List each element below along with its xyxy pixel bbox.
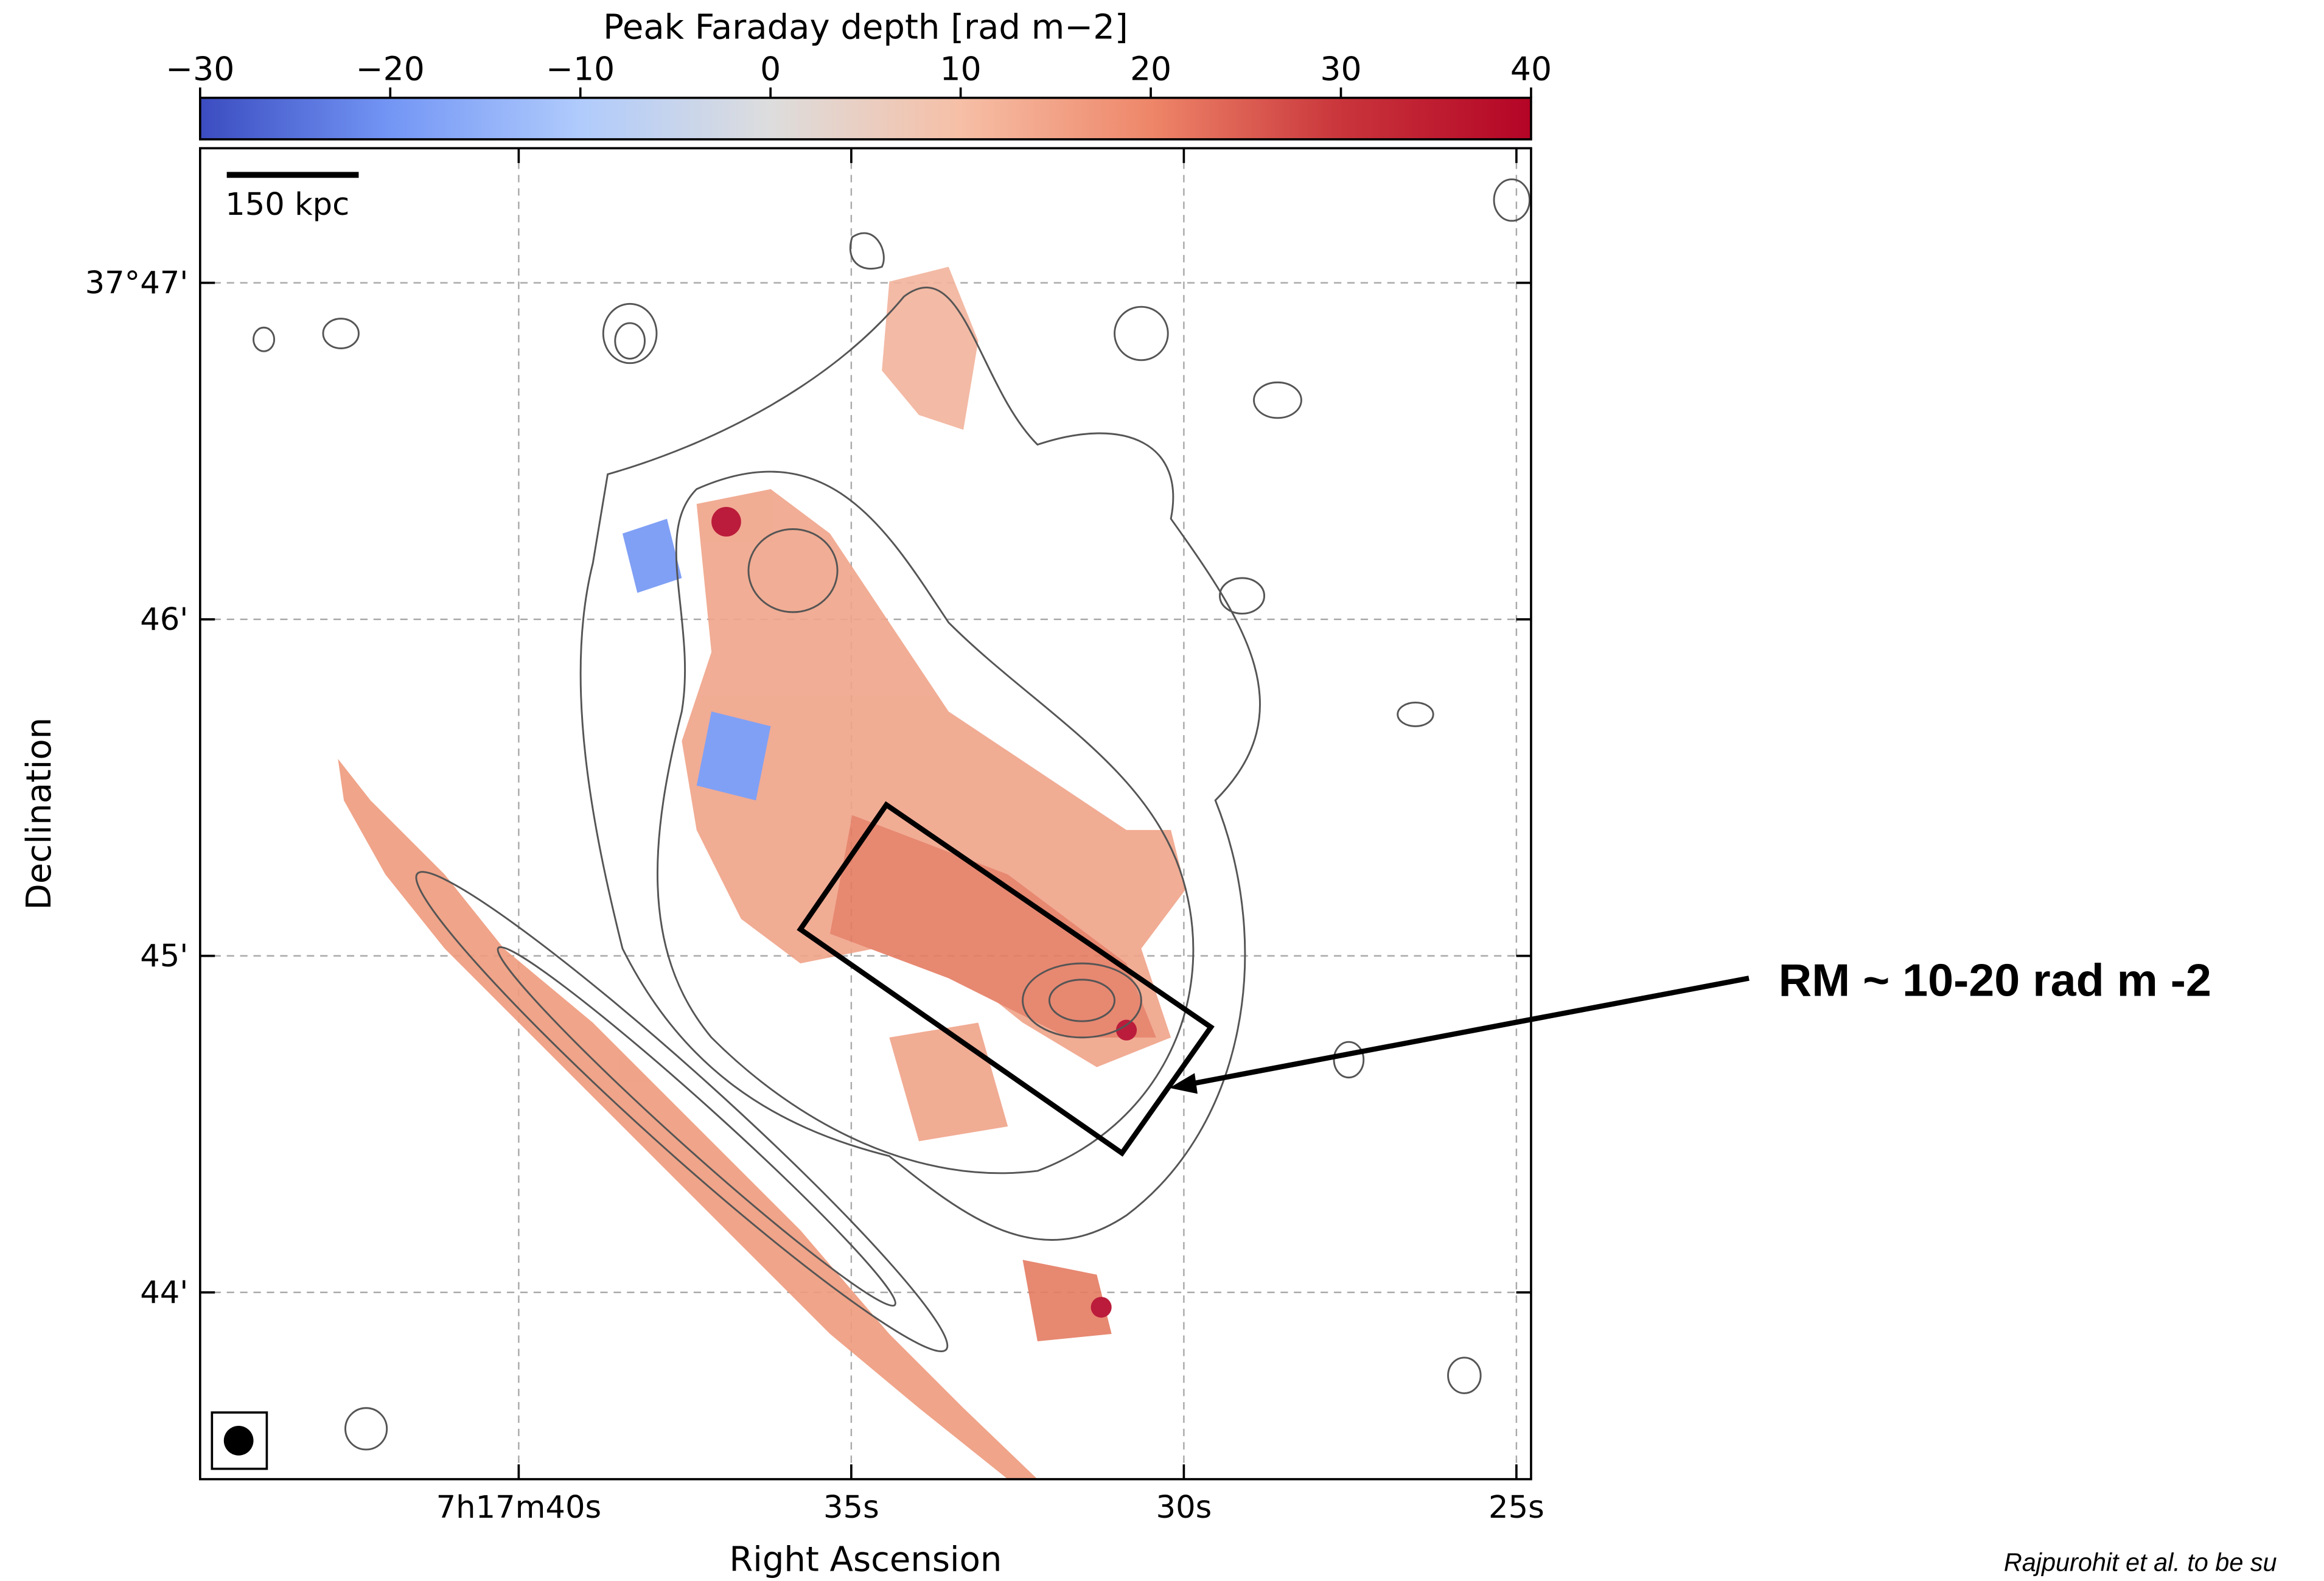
colorbar-tick-label: −30: [166, 50, 234, 88]
x-tick-label: 30s: [1156, 1490, 1212, 1526]
colorbar-label: Peak Faraday depth [rad m−2]: [603, 7, 1128, 47]
y-tick-label: 37°47': [85, 265, 189, 301]
y-tick-label: 46': [140, 602, 188, 638]
colorbar-tick-label: 40: [1510, 50, 1552, 88]
colorbar-tick-label: 0: [760, 50, 781, 88]
map-image: 150 kpc: [200, 148, 1531, 1479]
y-tick-label: 45': [140, 938, 188, 974]
highlight-box: [797, 801, 1215, 1157]
colorbar-tick-label: 10: [940, 50, 982, 88]
colorbar-tick-label: −20: [356, 50, 425, 88]
arrow: [1192, 975, 1750, 1086]
colorbar-tick-label: −10: [546, 50, 615, 88]
x-tick-label: 25s: [1488, 1490, 1544, 1526]
annotation: RM ~ 10-20 rad m -2: [1779, 955, 2211, 1006]
colorbar: Peak Faraday depth [rad m−2] −30 −20 −10 0 1…: [166, 7, 1552, 141]
x-axis-label: Right Ascension: [729, 1540, 1002, 1580]
credit: Rajpurohit et al. to be su: [2004, 1549, 2277, 1577]
scalebar-label: 150 kpc: [225, 187, 349, 223]
colorbar-tick-label: 20: [1130, 50, 1171, 88]
plot-frame: [199, 147, 1532, 1481]
x-tick-label: 35s: [823, 1490, 879, 1526]
colorbar-tick-label: 30: [1320, 50, 1361, 88]
x-tick-label: 7h17m40s: [436, 1490, 601, 1526]
arrow-head: [1169, 1073, 1198, 1094]
y-tick-label: 44': [140, 1275, 188, 1311]
y-axis-label: Declination: [19, 717, 59, 910]
colorbar-ramp: [199, 96, 1532, 141]
